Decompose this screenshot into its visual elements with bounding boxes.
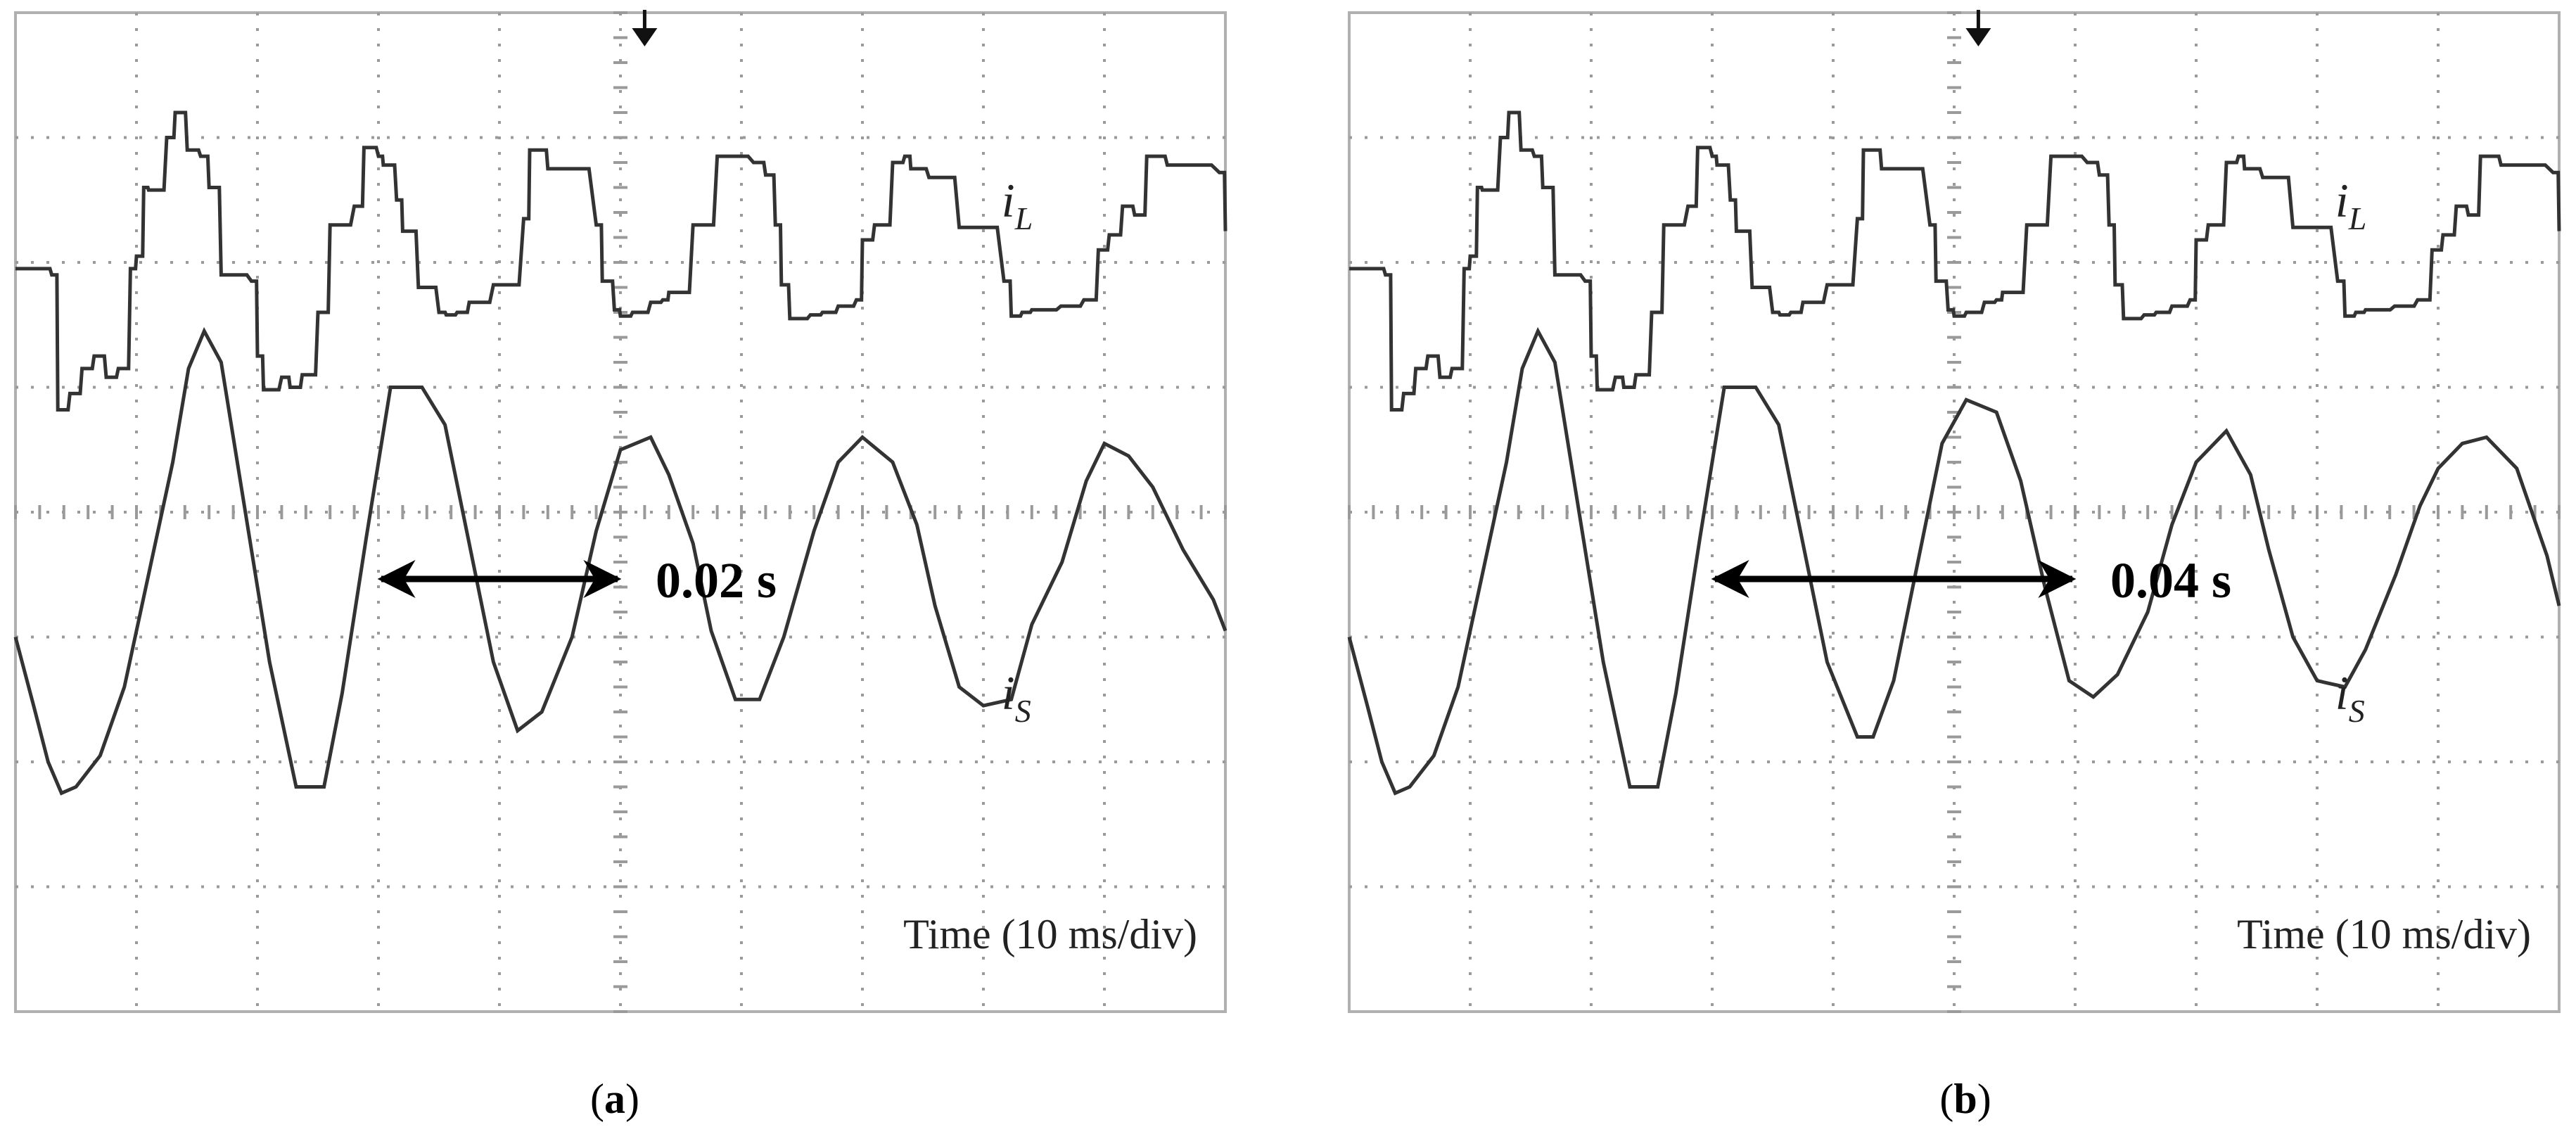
center-ticks: [14, 11, 1227, 1013]
trigger-marker-icon: [632, 28, 658, 46]
trace-iS: [13, 326, 1228, 796]
caption-a-letter: a: [604, 1076, 625, 1122]
trace-iL: [1349, 110, 2561, 412]
caption-a: (a): [590, 1076, 639, 1122]
caption-b: (b): [1939, 1076, 1991, 1122]
series-label-main: i: [2335, 174, 2349, 227]
time-base-label: Time (10 ms/div): [903, 911, 1197, 957]
trigger-marker-icon: [1965, 28, 1991, 46]
interval-label: 0.04 s: [2110, 552, 2231, 609]
interval-label: 0.02 s: [656, 552, 777, 609]
series-label-sub: L: [1014, 200, 1033, 236]
grid-lines: [15, 13, 1225, 1012]
series-label-main: i: [1002, 174, 1015, 227]
center-ticks: [1348, 11, 2561, 1013]
series-label-sub: S: [1015, 693, 1031, 729]
series-label-sub: S: [2349, 693, 2365, 729]
series-label-main: i: [2335, 666, 2349, 720]
series-label-sub: L: [2348, 200, 2367, 236]
series-label-iS: iS: [2335, 666, 2365, 729]
series-label-iL: iL: [1002, 174, 1033, 236]
time-base-label: Time (10 ms/div): [2237, 911, 2531, 957]
series-label-main: i: [1002, 666, 1015, 720]
series-label-iL: iL: [2335, 174, 2367, 236]
trace-iL: [15, 110, 1228, 412]
series-label-iS: iS: [1002, 666, 1031, 729]
caption-b-letter: b: [1953, 1076, 1977, 1122]
